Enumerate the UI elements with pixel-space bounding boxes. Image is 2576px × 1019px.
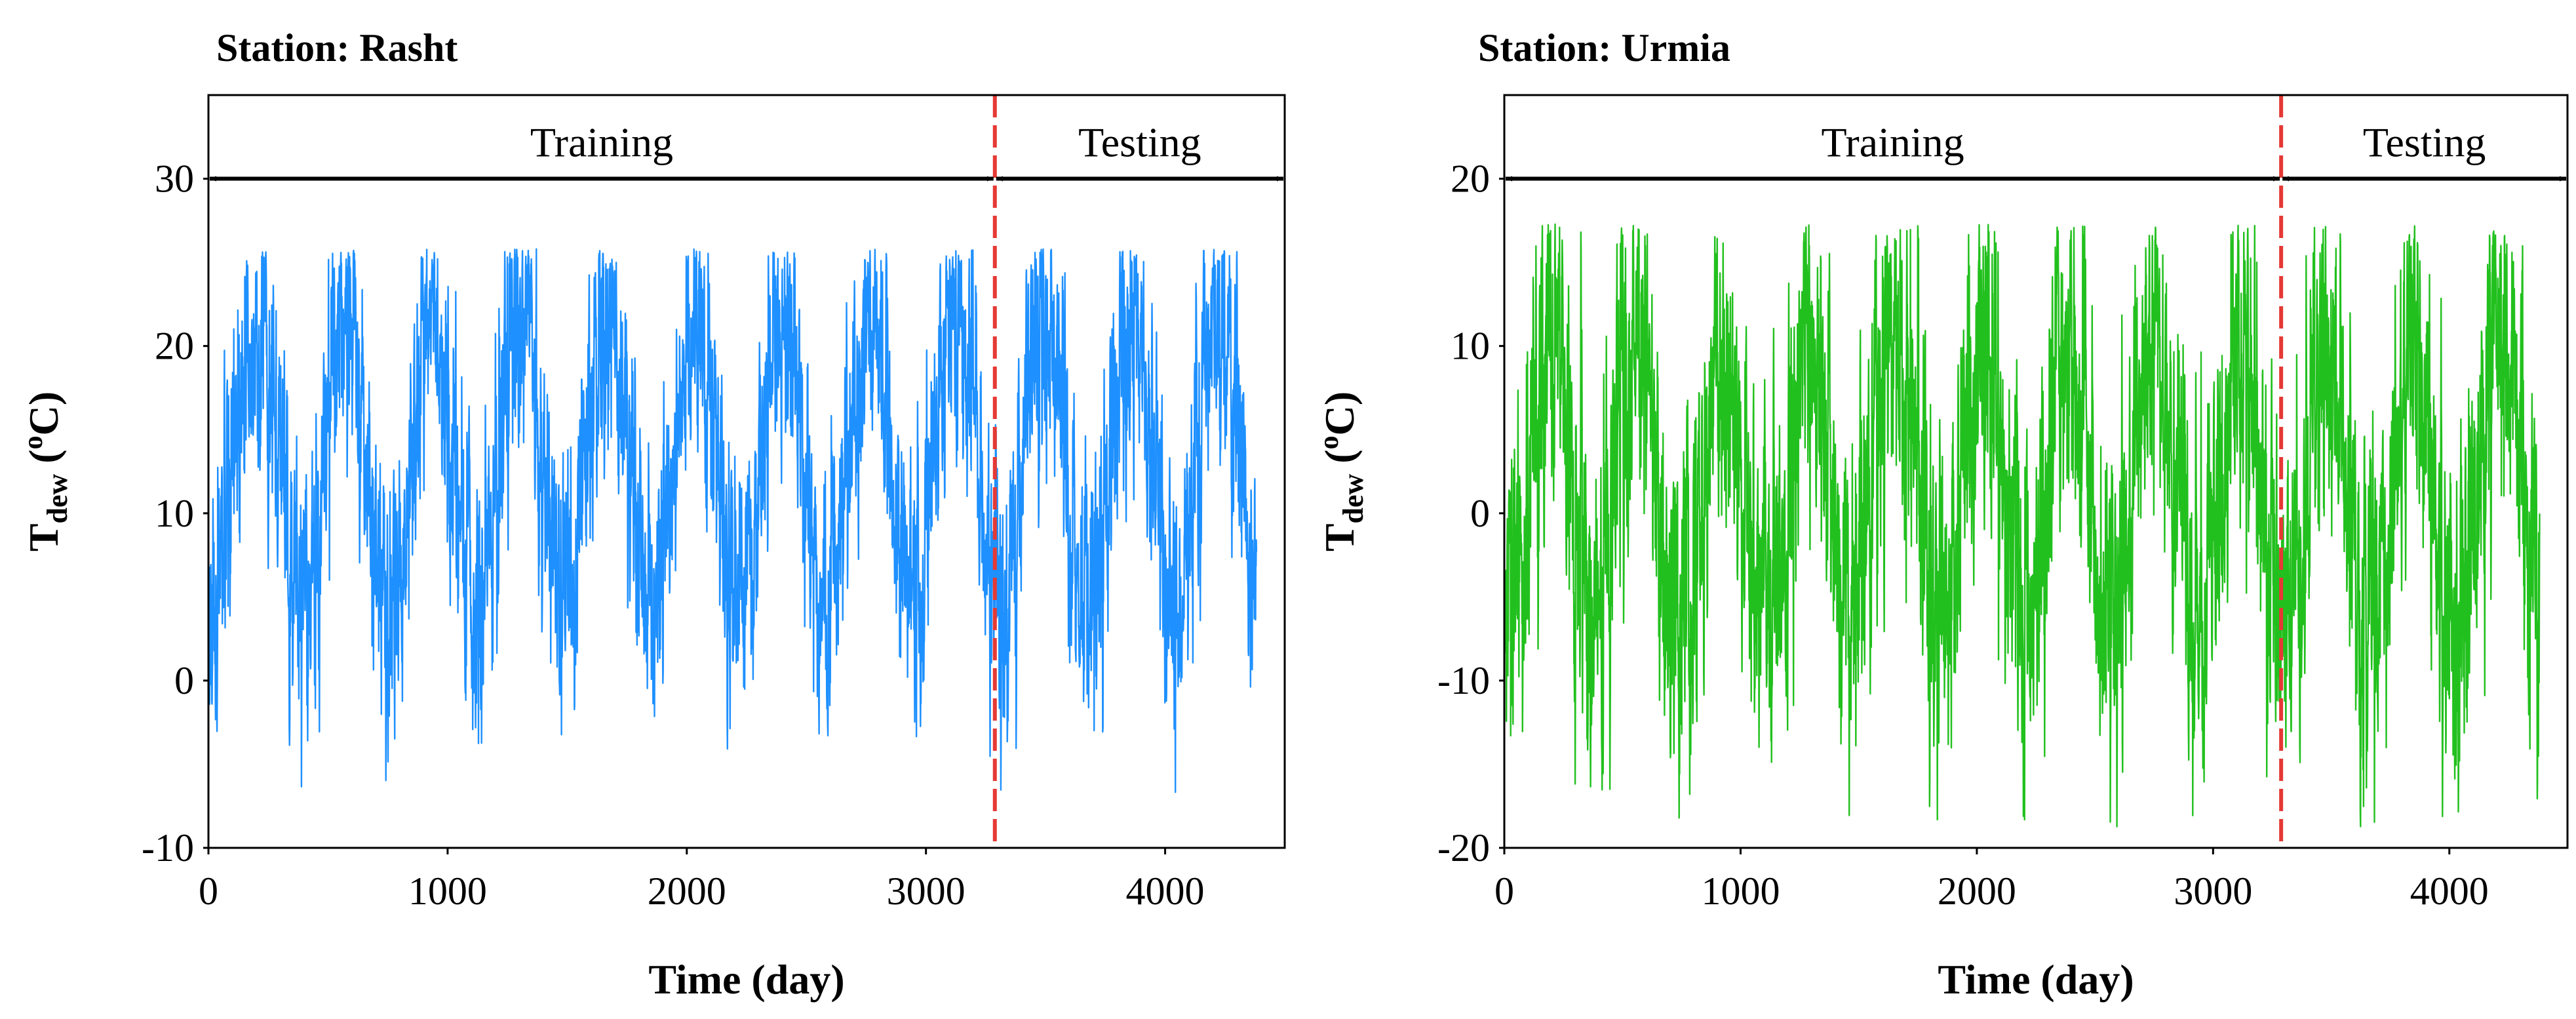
- chart-title: Station: Rasht: [216, 26, 458, 70]
- chart-title: Station: Urmia: [1478, 26, 1730, 70]
- y-tick-label: 0: [174, 659, 194, 702]
- testing-label: Testing: [1078, 119, 1201, 166]
- plot-frame: [1503, 94, 2569, 849]
- series-layer: [1503, 223, 2541, 828]
- y-tick-label: 20: [1451, 157, 1490, 201]
- y-axis-title: Tdew (oC): [18, 391, 73, 551]
- training-label: Training: [1822, 119, 1964, 166]
- x-axis-title: Time (day): [648, 956, 844, 1003]
- x-tick-label: 4000: [2410, 869, 2489, 913]
- x-tick-label: 0: [199, 869, 218, 913]
- x-tick-labels: 0 1000 2000 3000 4000: [199, 869, 1205, 913]
- plot-frame: [207, 94, 1286, 849]
- panel-urmia: Station: Urmia -20 -10 0 10 20 0 1000 2000 3000…: [1314, 26, 2569, 1003]
- y-tick-label: 20: [155, 325, 194, 368]
- x-tick-label: 2000: [648, 869, 726, 913]
- y-tick-labels: -10 0 10 20 30: [142, 157, 194, 869]
- x-tick-label: 0: [1494, 869, 1514, 913]
- y-axis-title: Tdew (oC): [1314, 391, 1369, 551]
- x-tick-label: 3000: [887, 869, 966, 913]
- x-tick-label: 2000: [1938, 869, 2016, 913]
- y-tick-label: -20: [1437, 826, 1490, 869]
- y-tick-label: 0: [1470, 492, 1490, 535]
- x-axis-title: Time (day): [1938, 956, 2134, 1003]
- y-tick-label: -10: [142, 826, 194, 869]
- x-tick-label: 1000: [408, 869, 487, 913]
- series-layer: [207, 248, 1258, 793]
- y-tick-label: -10: [1437, 659, 1490, 702]
- series-line: [207, 248, 1258, 793]
- x-tick-label: 4000: [1126, 869, 1205, 913]
- x-tick-label: 3000: [2174, 869, 2252, 913]
- training-label: Training: [530, 119, 673, 166]
- y-tick-label: 10: [1451, 325, 1490, 368]
- x-tick-label: 1000: [1701, 869, 1780, 913]
- axis-ticks: [203, 178, 1167, 854]
- testing-label: Testing: [2363, 119, 2486, 166]
- x-tick-labels: 0 1000 2000 3000 4000: [1494, 869, 2489, 913]
- y-tick-labels: -20 -10 0 10 20: [1437, 157, 1490, 869]
- y-tick-label: 10: [155, 492, 194, 535]
- series-line: [1503, 223, 2541, 828]
- y-tick-label: 30: [155, 157, 194, 201]
